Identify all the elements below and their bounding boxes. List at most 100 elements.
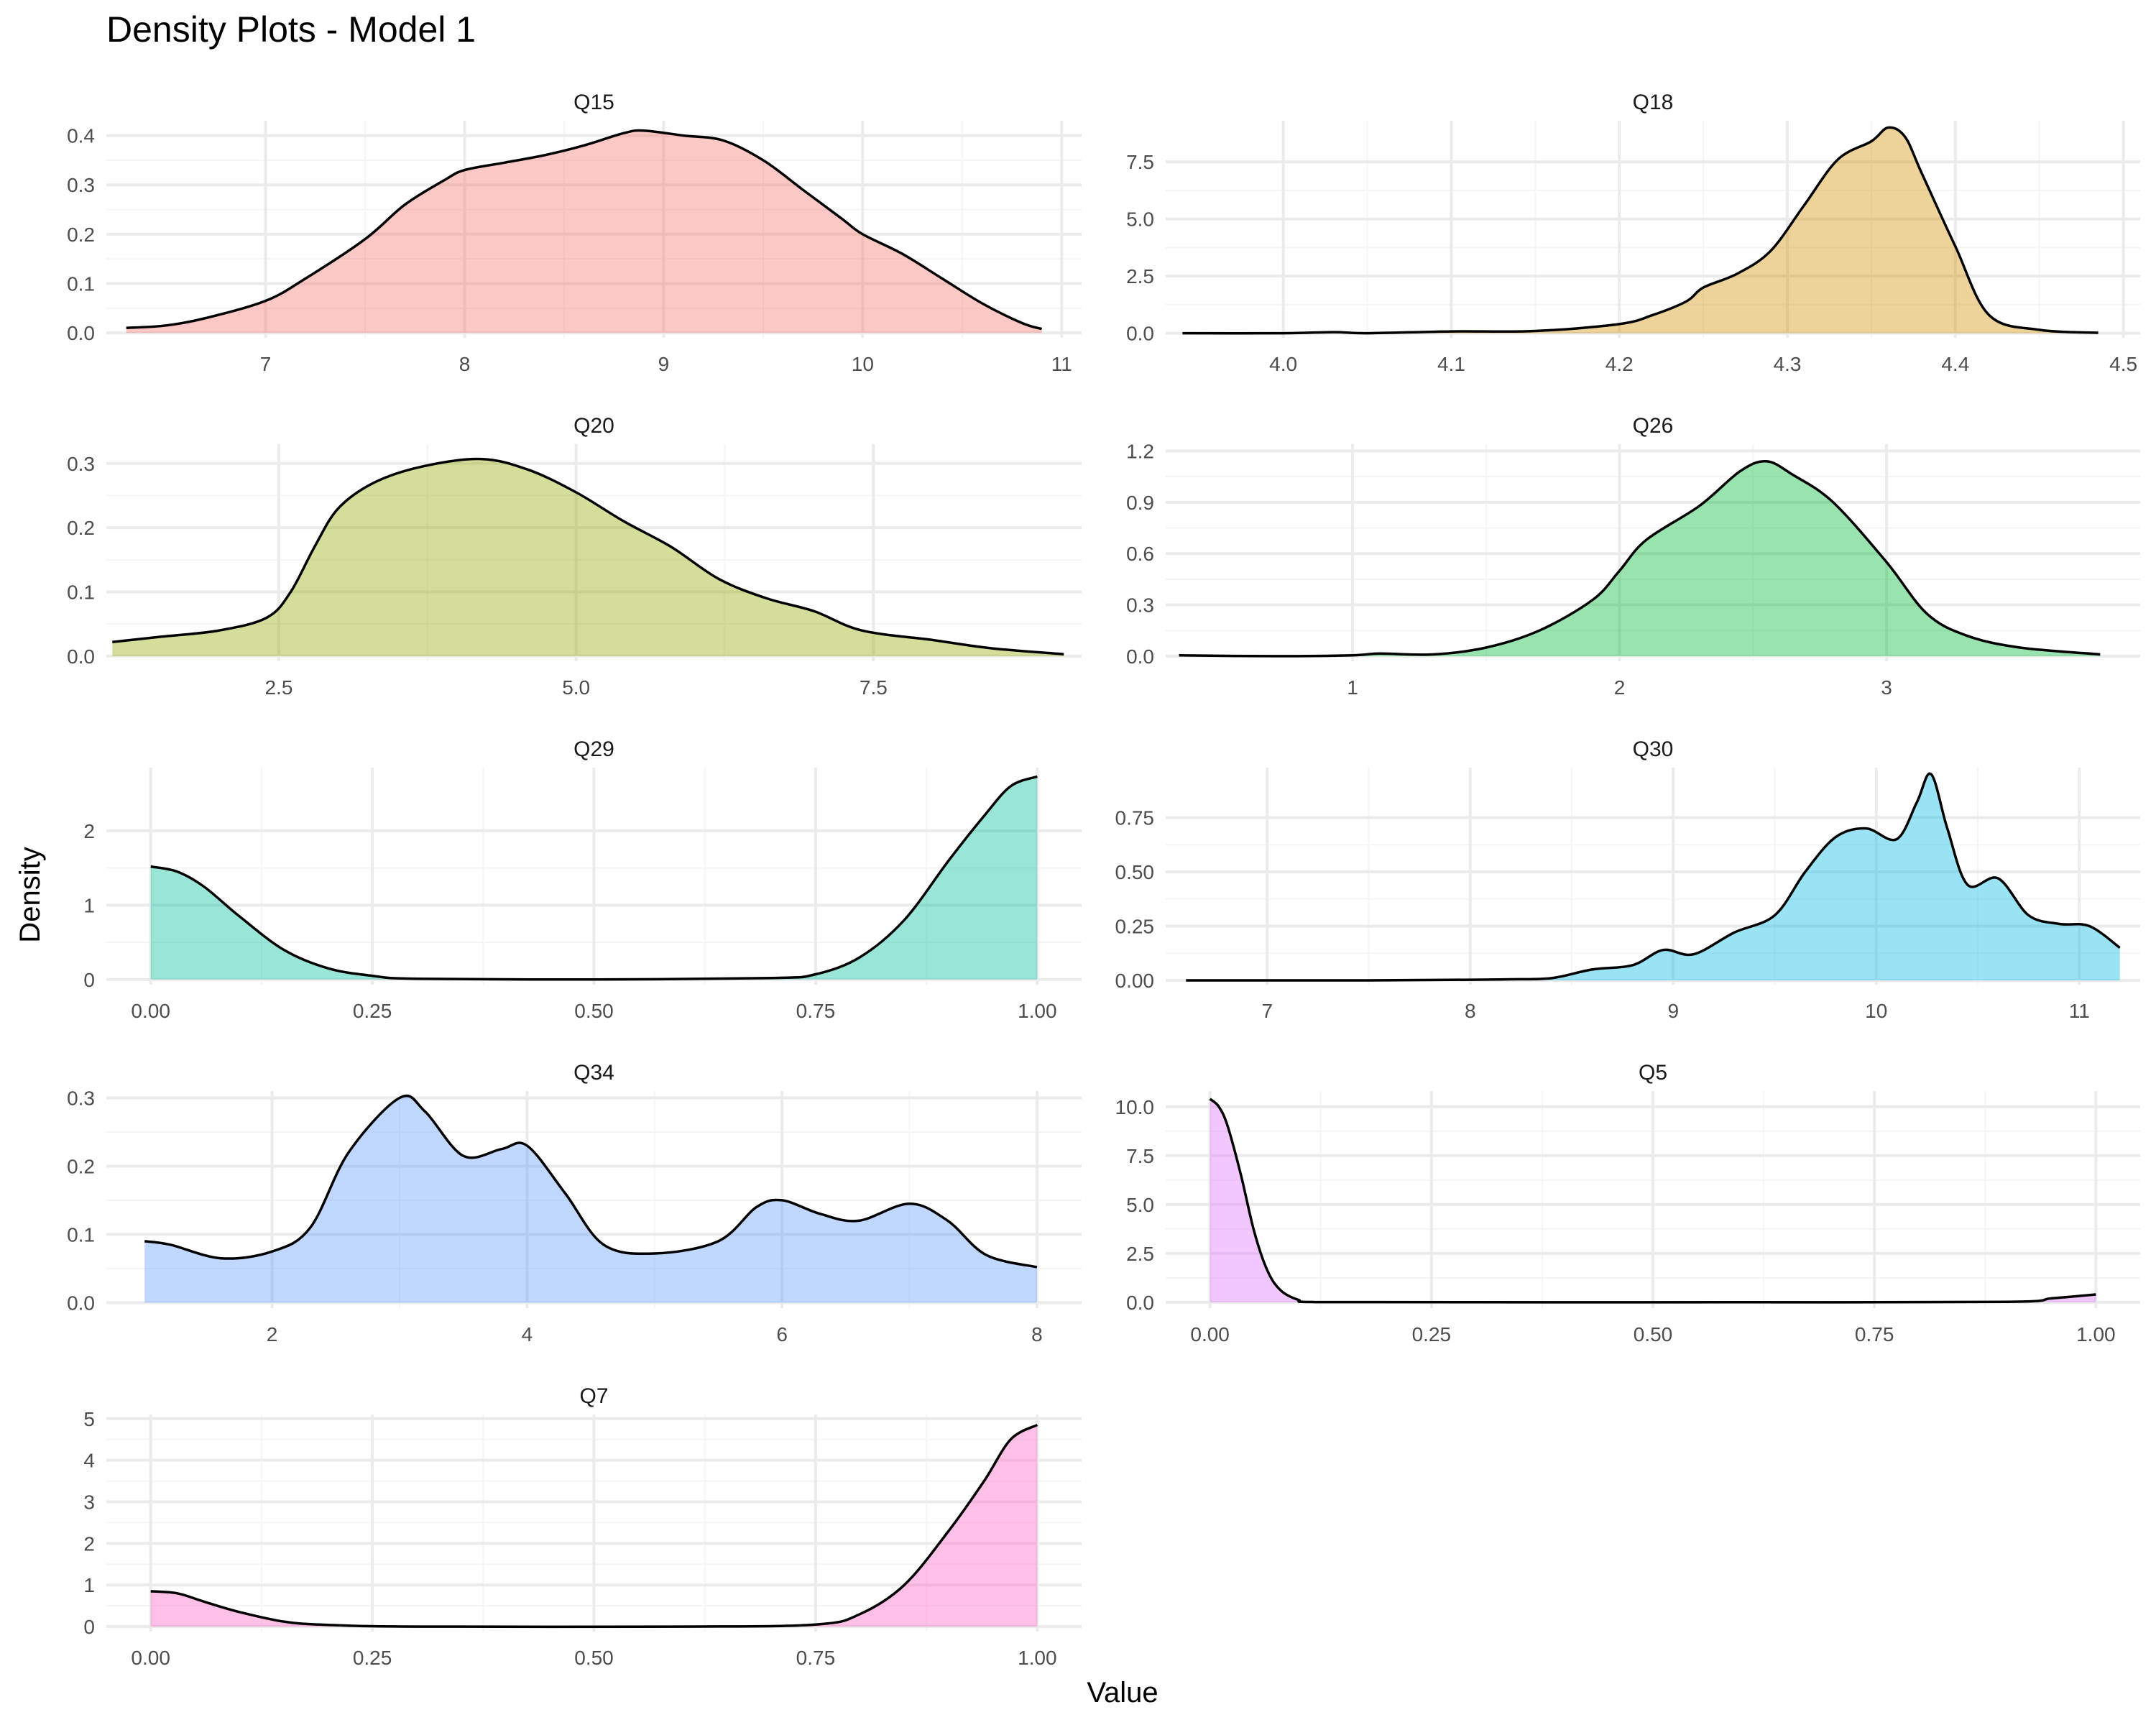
- x-tick-label: 4.1: [1437, 353, 1465, 375]
- x-tick-label: 4.3: [1774, 353, 1802, 375]
- density-area-q26: [1179, 461, 2101, 656]
- figure-title: Density Plots - Model 1: [106, 9, 476, 50]
- y-tick-label: 0.0: [67, 1292, 95, 1314]
- x-tick-label: 7: [1261, 1000, 1273, 1022]
- y-tick-label: 5: [83, 1408, 95, 1430]
- x-tick-label: 5.0: [562, 676, 590, 699]
- panel-q30: Q30 7 8 9 10 11 0.00 0.25 0.50 0.75: [1115, 737, 2140, 1022]
- density-area-q15: [126, 130, 1042, 334]
- y-tick-label: 2: [83, 820, 95, 842]
- y-tick-label: 4: [83, 1450, 95, 1472]
- y-tick-label: 0.2: [67, 224, 95, 246]
- panel-title-q30: Q30: [1633, 737, 1674, 761]
- panel-title-q7: Q7: [579, 1384, 608, 1408]
- x-tick-label: 0.75: [796, 1000, 836, 1022]
- density-line-q34: [144, 1094, 1038, 1269]
- y-tick-label: 0: [83, 969, 95, 991]
- x-tick-label: 3: [1881, 676, 1892, 699]
- y-tick-label: 5.0: [1126, 208, 1154, 231]
- x-tick-label: 0.50: [574, 1000, 614, 1022]
- x-tick-label: 4.2: [1606, 353, 1634, 375]
- panel-q26: Q26 1 2 3 0.0 0.3 0.6 0.9 1.2: [1126, 414, 2140, 699]
- x-tick-label: 2: [1614, 676, 1626, 699]
- x-tick-label: 0.00: [131, 1000, 170, 1022]
- density-line-q15: [126, 129, 1043, 331]
- y-tick-label: 2: [83, 1532, 95, 1555]
- y-tick-label: 0.3: [1126, 594, 1154, 617]
- y-tick-label: 0.2: [67, 1155, 95, 1177]
- y-tick-label: 0.2: [67, 517, 95, 539]
- y-tick-label: 0.25: [1115, 915, 1155, 937]
- panel-title-q5: Q5: [1639, 1061, 1667, 1085]
- y-tick-label: 7.5: [1126, 151, 1154, 173]
- y-tick-label: 0.0: [1126, 645, 1154, 668]
- y-tick-label: 7.5: [1126, 1145, 1154, 1167]
- x-tick-label: 10: [852, 353, 874, 375]
- x-tick-label: 11: [2069, 1000, 2090, 1022]
- panel-q34: Q34 2 4 6 8 0.0 0.1 0.2 0.3: [67, 1061, 1082, 1346]
- x-tick-label: 7.5: [860, 676, 888, 699]
- y-tick-label: 1: [83, 894, 95, 916]
- y-tick-label: 0.1: [67, 273, 95, 295]
- density-area-q7: [150, 1425, 1038, 1627]
- x-tick-label: 1.00: [2076, 1323, 2116, 1346]
- x-tick-label: 0.75: [796, 1647, 836, 1669]
- density-line-q7: [150, 1423, 1038, 1629]
- panel-q20: Q20 2.5 5.0 7.5 0.0 0.1 0.2 0.3: [67, 414, 1082, 699]
- panel-q29: Q29 0.00 0.25 0.50 0.75 1.00 0 1 2: [83, 737, 1082, 1022]
- x-tick-label: 1.00: [1018, 1000, 1057, 1022]
- y-tick-label: 0.0: [1126, 323, 1154, 345]
- density-line-q20: [112, 457, 1064, 656]
- x-tick-label: 11: [1051, 353, 1072, 375]
- x-tick-label: 0.75: [1855, 1323, 1894, 1346]
- x-tick-label: 9: [1667, 1000, 1679, 1022]
- y-tick-label: 0.3: [67, 453, 95, 475]
- y-tick-label: 3: [83, 1491, 95, 1513]
- y-tick-label: 0.9: [1126, 492, 1154, 514]
- x-tick-label: 10: [1865, 1000, 1887, 1022]
- x-tick-label: 0.50: [574, 1647, 614, 1669]
- x-tick-label: 7: [260, 353, 272, 375]
- density-area-q30: [1186, 773, 2120, 981]
- x-tick-label: 4: [522, 1323, 533, 1346]
- density-line-q26: [1179, 460, 2101, 658]
- x-tick-label: 6: [776, 1323, 788, 1346]
- y-tick-label: 5.0: [1126, 1194, 1154, 1216]
- x-tick-label: 0.50: [1634, 1323, 1673, 1346]
- panel-title-q15: Q15: [573, 91, 614, 114]
- y-tick-label: 10.0: [1115, 1096, 1155, 1118]
- x-tick-label: 0.25: [1412, 1323, 1452, 1346]
- density-line-q30: [1186, 772, 2121, 982]
- x-tick-label: 9: [658, 353, 670, 375]
- y-axis-label: Density: [14, 847, 46, 942]
- x-tick-label: 1: [1347, 676, 1358, 699]
- panel-q7: Q7 0.00 0.25 0.50 0.75 1.00 0 1 2 3 4 5: [83, 1384, 1082, 1669]
- x-axis-label: Value: [1087, 1677, 1158, 1708]
- panel-title-q34: Q34: [573, 1061, 614, 1085]
- density-line-q18: [1182, 126, 2099, 335]
- y-tick-label: 1.2: [1126, 441, 1154, 463]
- x-tick-label: 8: [1465, 1000, 1476, 1022]
- x-tick-label: 2.5: [264, 676, 292, 699]
- y-tick-label: 0.1: [67, 1223, 95, 1246]
- density-line-q29: [150, 775, 1038, 981]
- y-tick-label: 0.3: [67, 174, 95, 196]
- density-area-q18: [1182, 127, 2099, 334]
- y-tick-label: 0.0: [67, 322, 95, 344]
- x-tick-label: 0.25: [353, 1000, 392, 1022]
- y-tick-label: 1: [83, 1574, 95, 1596]
- y-tick-label: 0.75: [1115, 806, 1155, 829]
- y-tick-label: 0.4: [67, 125, 95, 147]
- x-tick-label: 4.5: [2109, 353, 2137, 375]
- panel-q18: Q18 4.0 4.1 4.2 4.3 4.4 4.5 0.0 2.5 5.0 7.5: [1126, 91, 2140, 375]
- x-tick-label: 0.25: [353, 1647, 392, 1669]
- x-tick-label: 0.00: [131, 1647, 170, 1669]
- panel-q5: Q5 0.00 0.25 0.50 0.75 1.00 0.0 2.5 5.0 7.5 10.0: [1115, 1061, 2140, 1346]
- y-tick-label: 2.5: [1126, 1243, 1154, 1265]
- density-area-q29: [150, 776, 1038, 980]
- panel-title-q29: Q29: [573, 737, 614, 761]
- density-line-q5: [1209, 1098, 2096, 1304]
- x-tick-label: 8: [1031, 1323, 1043, 1346]
